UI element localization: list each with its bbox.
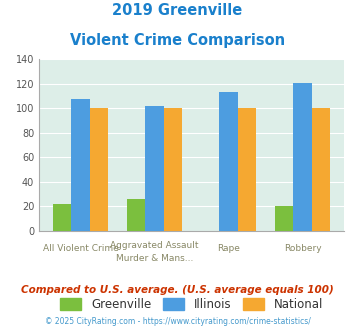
Bar [53,204,71,231]
Text: Compared to U.S. average. (U.S. average equals 100): Compared to U.S. average. (U.S. average … [21,285,334,295]
Text: Rape: Rape [217,244,240,253]
Bar [146,106,164,231]
Bar [294,83,312,231]
Bar [71,99,90,231]
Text: 2019 Greenville: 2019 Greenville [113,3,242,18]
Bar [164,109,182,231]
Bar [275,207,294,231]
Text: © 2025 CityRating.com - https://www.cityrating.com/crime-statistics/: © 2025 CityRating.com - https://www.city… [45,317,310,326]
Text: All Violent Crime: All Violent Crime [43,244,119,253]
Text: Aggravated Assault: Aggravated Assault [110,241,199,250]
Text: Murder & Mans...: Murder & Mans... [116,254,193,263]
Text: Violent Crime Comparison: Violent Crime Comparison [70,33,285,48]
Legend: Greenville, Illinois, National: Greenville, Illinois, National [60,298,323,311]
Bar [219,92,238,231]
Bar [238,109,256,231]
Bar [90,109,108,231]
Bar [127,199,146,231]
Text: Robbery: Robbery [284,244,322,253]
Bar [312,109,331,231]
